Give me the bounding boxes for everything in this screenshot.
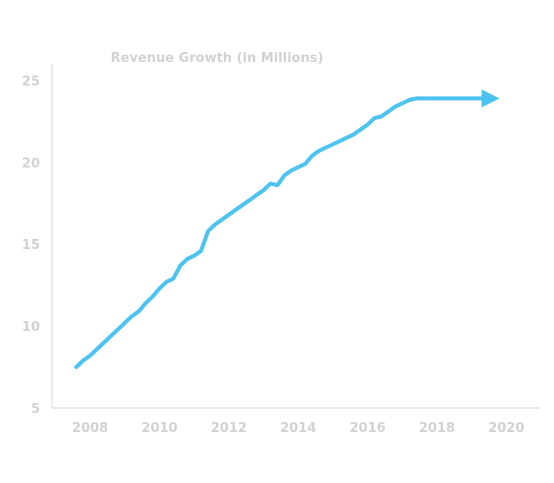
y-tick-label: 20 — [22, 156, 40, 171]
y-tick-label: 5 — [31, 402, 40, 417]
x-tick-label: 2008 — [72, 421, 108, 436]
y-tick-label: 10 — [22, 320, 40, 335]
series-line — [74, 89, 500, 369]
x-tick-label: 2018 — [419, 421, 455, 436]
x-tick-label: 2020 — [488, 421, 524, 436]
axes-group — [51, 64, 541, 409]
y-tick-label: 25 — [22, 74, 40, 89]
x-tick-label: 2010 — [141, 421, 177, 436]
chart-title: Revenue Growth (in Millions) — [111, 51, 324, 66]
series-group — [74, 89, 500, 369]
y-tick-label: 15 — [22, 238, 40, 253]
x-tick-label: 2012 — [211, 421, 247, 436]
ticks-group: 5 10 15 20 25 2008 2010 2012 2014 2016 2018 2020 — [22, 74, 525, 436]
x-tick-label: 2016 — [350, 421, 386, 436]
x-tick-label: 2014 — [280, 421, 316, 436]
